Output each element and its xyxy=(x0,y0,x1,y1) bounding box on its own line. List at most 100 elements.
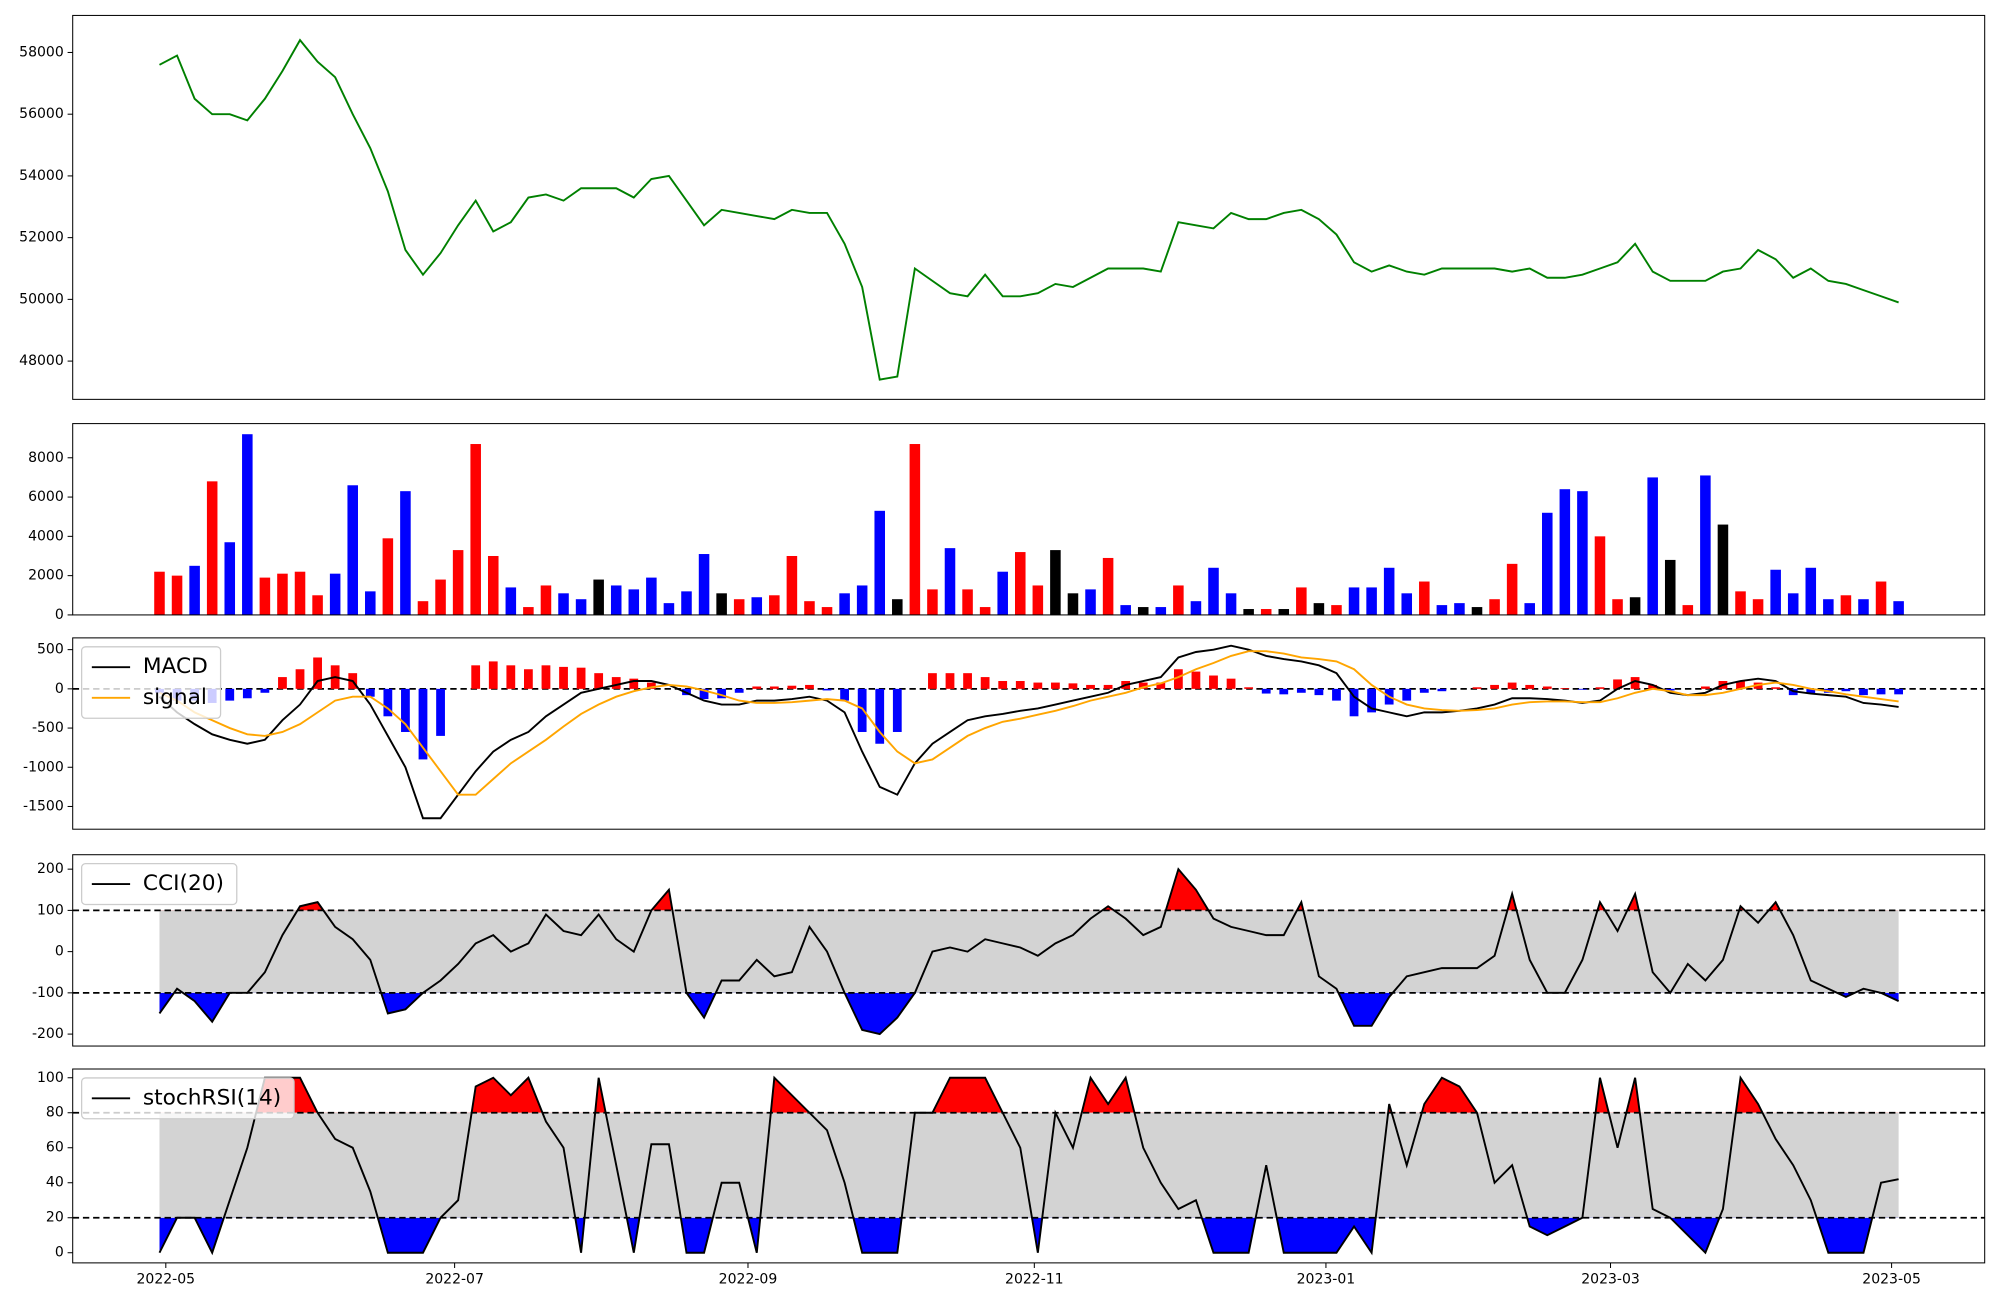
y-tick-label: 20 xyxy=(46,1210,64,1226)
histogram-bar xyxy=(840,688,849,701)
bar xyxy=(1506,563,1518,615)
y-tick-label: 200 xyxy=(37,861,64,877)
bar xyxy=(1471,607,1483,615)
bar xyxy=(856,585,868,615)
bar xyxy=(1137,607,1149,615)
histogram-bar xyxy=(1103,684,1113,689)
x-tick-label: 2023-03 xyxy=(1581,1271,1640,1287)
y-tick-label: -200 xyxy=(32,1026,64,1042)
histogram-bar xyxy=(963,673,972,689)
axes-frame xyxy=(72,14,1986,400)
x-tick-label: 2022-11 xyxy=(1005,1271,1064,1287)
histogram-bar xyxy=(1630,677,1640,689)
axes-frame xyxy=(72,1068,1986,1264)
bar xyxy=(1085,589,1096,615)
bar xyxy=(1647,477,1658,615)
bar xyxy=(1700,475,1711,615)
histogram-bar xyxy=(1033,682,1043,689)
bar xyxy=(382,538,394,615)
bar xyxy=(1278,609,1290,615)
y-tick-label: 100 xyxy=(37,902,64,918)
histogram-bar xyxy=(1437,688,1447,692)
bar xyxy=(365,591,376,615)
legend-box xyxy=(80,646,222,719)
bar xyxy=(294,571,306,615)
line xyxy=(158,867,1900,1036)
bar xyxy=(698,554,710,615)
panel: 48000 50000 52000 54000 56000 58000 xyxy=(19,14,1986,400)
histogram-bar xyxy=(594,673,604,689)
bar xyxy=(435,579,446,615)
histogram-bar xyxy=(313,657,322,689)
bar xyxy=(505,587,517,615)
bar xyxy=(487,555,499,615)
bar xyxy=(962,589,973,615)
bar xyxy=(1524,603,1535,615)
histogram-bar xyxy=(734,688,744,693)
x-tick-label: 2023-01 xyxy=(1297,1271,1356,1287)
bar xyxy=(470,444,481,615)
bar xyxy=(1348,587,1360,615)
y-tick-label: -1500 xyxy=(23,798,64,814)
bar xyxy=(1225,593,1237,615)
x-tick-label: 2023-05 xyxy=(1862,1271,1921,1287)
histogram-bar xyxy=(242,688,252,699)
histogram-bar xyxy=(1173,669,1183,689)
bar xyxy=(1717,524,1729,615)
bar xyxy=(997,571,1008,615)
legend-box xyxy=(80,1077,295,1120)
histogram-bar xyxy=(295,669,305,689)
bar xyxy=(242,434,253,615)
histogram-bar xyxy=(1402,688,1412,701)
bar xyxy=(1805,567,1817,615)
y-tick-label: 0 xyxy=(55,607,64,623)
bar xyxy=(1682,605,1694,615)
bar xyxy=(1612,599,1623,615)
histogram-bar xyxy=(1841,688,1851,692)
histogram-bar xyxy=(278,677,287,689)
histogram-bar xyxy=(1086,684,1095,689)
bar xyxy=(154,571,165,615)
y-tick-label: 58000 xyxy=(19,44,64,60)
histogram-bar xyxy=(1648,684,1658,689)
bar xyxy=(1173,585,1184,615)
histogram-bar xyxy=(629,678,639,689)
histogram-bar xyxy=(1876,688,1886,695)
bar xyxy=(189,565,200,615)
histogram-bar xyxy=(1191,671,1201,689)
histogram-bar xyxy=(875,688,885,744)
y-tick-label: 0 xyxy=(55,681,64,697)
histogram-bar xyxy=(1296,688,1306,693)
histogram-bar xyxy=(1560,688,1570,689)
histogram-bar xyxy=(857,688,867,732)
bar xyxy=(171,575,183,615)
bar xyxy=(751,597,763,615)
histogram-bar xyxy=(260,688,270,693)
bar xyxy=(259,577,271,615)
bar xyxy=(1454,603,1465,615)
histogram-bar xyxy=(365,688,375,697)
histogram-bar xyxy=(1665,688,1675,691)
histogram-bar xyxy=(1894,688,1904,695)
bar xyxy=(1102,557,1114,615)
y-tick-label: 100 xyxy=(37,1070,64,1086)
bar xyxy=(927,589,938,615)
bar xyxy=(1419,581,1430,615)
line xyxy=(159,650,1899,796)
histogram-bar xyxy=(1279,688,1289,695)
bar xyxy=(1120,605,1131,615)
histogram-bar xyxy=(1613,679,1622,689)
bar xyxy=(1383,567,1395,615)
bar xyxy=(1050,550,1061,615)
bar xyxy=(1629,597,1641,615)
histogram-bar xyxy=(1419,688,1429,693)
histogram-bar xyxy=(717,688,727,699)
histogram-bar xyxy=(1349,688,1359,717)
x-tick-label: 2022-05 xyxy=(137,1271,196,1287)
bar xyxy=(1436,605,1448,615)
histogram-bar xyxy=(541,665,551,689)
histogram-bar xyxy=(752,686,762,689)
bar xyxy=(1542,512,1553,615)
histogram-bar xyxy=(1015,681,1025,689)
histogram-bar xyxy=(1156,682,1166,689)
